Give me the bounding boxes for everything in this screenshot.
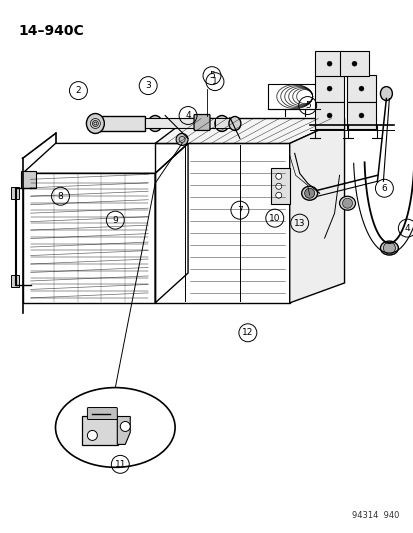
- Circle shape: [358, 113, 363, 118]
- Ellipse shape: [339, 196, 355, 210]
- Text: 3: 3: [145, 81, 151, 90]
- Text: 2: 2: [76, 86, 81, 95]
- FancyBboxPatch shape: [314, 75, 343, 102]
- FancyBboxPatch shape: [314, 51, 343, 76]
- Circle shape: [326, 113, 331, 118]
- Ellipse shape: [301, 186, 317, 200]
- Polygon shape: [95, 116, 145, 132]
- Polygon shape: [155, 118, 344, 143]
- FancyBboxPatch shape: [271, 168, 290, 204]
- Ellipse shape: [228, 117, 240, 131]
- FancyBboxPatch shape: [346, 102, 375, 129]
- Text: 4: 4: [404, 224, 409, 232]
- Text: 1: 1: [211, 77, 217, 86]
- FancyBboxPatch shape: [87, 408, 117, 419]
- Ellipse shape: [86, 114, 104, 133]
- Ellipse shape: [380, 241, 397, 255]
- Ellipse shape: [380, 86, 392, 101]
- Circle shape: [326, 61, 331, 66]
- Circle shape: [176, 133, 188, 146]
- Circle shape: [382, 242, 394, 254]
- Polygon shape: [117, 416, 130, 445]
- FancyBboxPatch shape: [314, 102, 343, 129]
- Polygon shape: [289, 118, 344, 303]
- Text: 13: 13: [293, 219, 305, 228]
- Text: 8: 8: [57, 192, 63, 201]
- Text: 5: 5: [209, 71, 214, 80]
- Text: 4: 4: [185, 111, 190, 120]
- Ellipse shape: [148, 116, 162, 132]
- Polygon shape: [214, 117, 234, 128]
- Circle shape: [275, 183, 281, 189]
- Circle shape: [275, 173, 281, 179]
- Polygon shape: [11, 187, 19, 199]
- Text: 94314  940: 94314 940: [351, 511, 399, 520]
- Circle shape: [275, 192, 281, 198]
- Text: 12: 12: [242, 328, 253, 337]
- Circle shape: [342, 198, 351, 208]
- Text: 9: 9: [112, 216, 118, 224]
- FancyBboxPatch shape: [82, 416, 118, 445]
- FancyBboxPatch shape: [339, 51, 368, 76]
- Text: 7: 7: [236, 206, 242, 215]
- Circle shape: [87, 431, 97, 440]
- Text: 6: 6: [381, 184, 386, 193]
- Ellipse shape: [55, 387, 175, 467]
- Circle shape: [304, 188, 314, 198]
- Text: 14–940C: 14–940C: [19, 24, 84, 38]
- Circle shape: [358, 86, 363, 91]
- Text: 11: 11: [114, 460, 126, 469]
- Ellipse shape: [214, 116, 228, 132]
- FancyBboxPatch shape: [346, 75, 375, 102]
- Circle shape: [120, 422, 130, 431]
- Circle shape: [326, 86, 331, 91]
- Polygon shape: [11, 275, 19, 287]
- Circle shape: [351, 61, 356, 66]
- FancyBboxPatch shape: [194, 115, 209, 131]
- Polygon shape: [21, 171, 36, 188]
- Text: 5: 5: [304, 101, 310, 110]
- Polygon shape: [145, 117, 214, 128]
- Text: 10: 10: [268, 214, 280, 223]
